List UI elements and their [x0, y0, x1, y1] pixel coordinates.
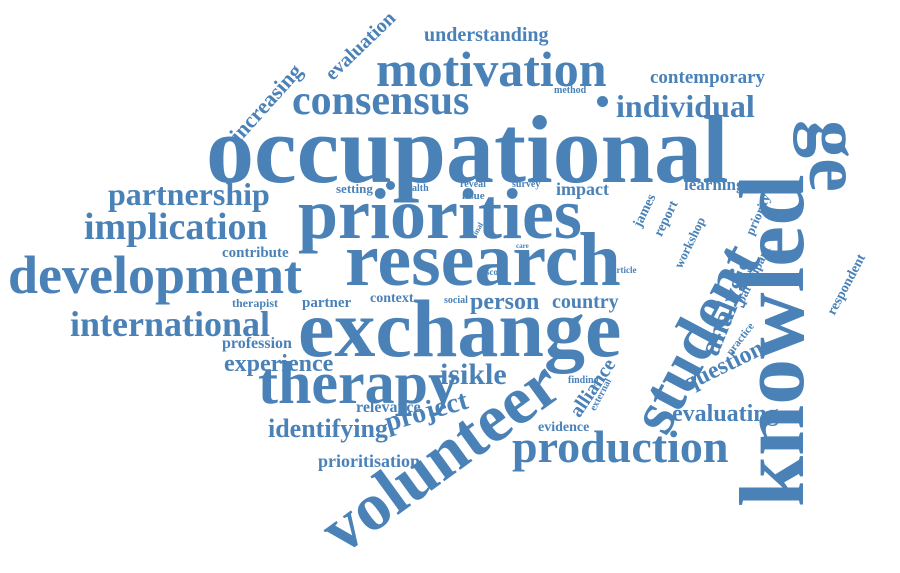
word-production: production — [512, 421, 729, 472]
word-evidence: evidence — [538, 420, 590, 435]
word-research: research — [345, 218, 621, 302]
word-isikle: isikle — [440, 358, 507, 391]
word-therapy: therapy — [258, 350, 458, 416]
word-learning: learning — [684, 175, 745, 194]
word-experience: experience — [224, 351, 334, 377]
word-prioritisation: prioritisation — [318, 451, 420, 471]
word-evaluating: evaluating — [672, 401, 779, 427]
word-care: care — [516, 242, 529, 250]
word-therapist: therapist — [232, 296, 278, 310]
word-survey: survey — [512, 179, 541, 190]
word-implication: implication — [84, 206, 268, 248]
word-development: development — [8, 245, 302, 305]
word-impact: impact — [556, 179, 609, 199]
word-individual: individual — [616, 88, 755, 124]
word-relevance: relevance — [356, 399, 421, 416]
word-international: international — [70, 304, 271, 344]
word-partnership: partnership — [108, 176, 270, 212]
word-setting: setting — [336, 181, 373, 196]
word-issue: issue — [462, 190, 485, 202]
word-contribute: contribute — [222, 245, 289, 261]
word-scope: scope — [486, 267, 507, 277]
word-context: context — [370, 291, 414, 306]
word-contemporary: contemporary — [650, 67, 766, 88]
word-occupational: occupational — [206, 96, 729, 203]
decorative-dot — [386, 181, 395, 190]
word-article: article — [612, 265, 637, 275]
word-reveal: reveal — [460, 179, 486, 190]
decorative-dot — [597, 96, 608, 107]
word-profession: profession — [222, 335, 292, 352]
word-person: person — [470, 289, 540, 315]
word-motivation: motivation — [376, 41, 607, 97]
word-finding: finding — [568, 375, 599, 386]
word-identifying: identifying — [268, 414, 388, 443]
word-priorities: priorities — [298, 174, 582, 254]
word-partner: partner — [302, 295, 352, 311]
word-respondent: respondent — [824, 251, 870, 318]
word-consensus: consensus — [292, 78, 470, 124]
word-understanding: understanding — [424, 24, 549, 46]
word-social: social — [444, 295, 468, 306]
word-country: country — [552, 291, 619, 313]
word-health: health — [402, 183, 429, 194]
word-report: report — [651, 198, 682, 240]
word-method: method — [554, 85, 587, 96]
word-exchange: exchange — [298, 283, 622, 374]
word-knowledge-part2: ge — [792, 120, 877, 192]
